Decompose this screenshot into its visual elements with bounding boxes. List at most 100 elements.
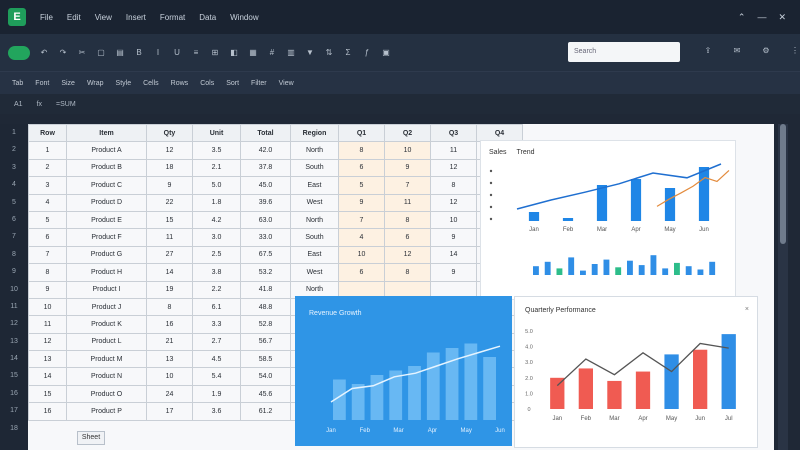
table-cell[interactable]: 15 — [28, 384, 67, 404]
ribbon2-cells[interactable]: Cells — [143, 79, 159, 87]
scrollbar-thumb[interactable] — [780, 124, 786, 244]
table-cell[interactable]: Product L — [66, 332, 147, 352]
table-cell[interactable]: 56.7 — [240, 332, 291, 352]
table-cell[interactable]: 58.5 — [240, 350, 291, 369]
table-cell[interactable]: 19 — [146, 280, 193, 299]
column-header[interactable]: Region — [290, 123, 339, 143]
table-cell[interactable]: 1.9 — [192, 384, 241, 404]
table-cell[interactable]: 6.1 — [192, 297, 241, 317]
table-cell[interactable]: 61.2 — [240, 402, 291, 421]
table-cell[interactable]: 12 — [28, 332, 67, 352]
table-cell[interactable]: North — [290, 141, 339, 160]
menu-view[interactable]: View — [94, 12, 112, 22]
table-cell[interactable]: 7 — [28, 245, 67, 265]
merge-icon[interactable]: ⊞ — [211, 48, 219, 57]
close-icon[interactable]: ✕ — [778, 11, 786, 22]
table-cell[interactable]: East — [290, 176, 339, 195]
table-cell[interactable]: Product D — [66, 193, 147, 212]
table-cell[interactable]: 37.8 — [240, 158, 291, 178]
ribbon2-cols[interactable]: Cols — [200, 79, 215, 87]
trend-chart[interactable]: Sales Trend Jan Feb Mar Apr May Jun — [480, 140, 736, 300]
row-header[interactable]: 13 — [10, 337, 18, 345]
table-cell[interactable]: 3.8 — [192, 263, 241, 282]
table-cell[interactable]: South — [290, 158, 339, 178]
table-cell[interactable]: 6 — [338, 158, 385, 178]
chart-icon[interactable]: ▥ — [287, 48, 295, 57]
row-header[interactable]: 15 — [10, 372, 18, 380]
table-cell[interactable]: 5.0 — [192, 176, 241, 195]
table-cell[interactable]: 7 — [384, 176, 431, 195]
italic-icon[interactable]: I — [156, 48, 160, 57]
table-cell[interactable]: 10 — [28, 297, 67, 317]
sheet-tab[interactable]: Sheet — [77, 431, 105, 445]
table-cell[interactable]: 5 — [338, 176, 385, 195]
table-cell[interactable]: 48.8 — [240, 297, 291, 317]
table-cell[interactable]: 8 — [384, 210, 431, 230]
table-cell[interactable]: 3.0 — [192, 228, 241, 247]
align-icon[interactable]: ≡ — [193, 48, 199, 57]
table-cell[interactable]: 8 — [384, 263, 431, 282]
table-cell[interactable]: North — [290, 210, 339, 230]
table-cell[interactable]: 41.8 — [240, 280, 291, 299]
settings-icon[interactable]: ⚙ — [762, 46, 770, 55]
table-cell[interactable]: 63.0 — [240, 210, 291, 230]
table-cell[interactable]: 53.2 — [240, 263, 291, 282]
row-header[interactable]: 17 — [10, 407, 18, 415]
table-cell[interactable]: Product C — [66, 176, 147, 195]
more-icon[interactable]: ⋮ — [791, 46, 799, 55]
sort-icon[interactable]: ⇅ — [325, 48, 333, 57]
paste-icon[interactable]: ▤ — [116, 48, 124, 57]
table-cell[interactable]: 8 — [430, 176, 477, 195]
table-cell[interactable]: 13 — [28, 350, 67, 369]
table-cell[interactable]: 14 — [430, 245, 477, 265]
table-cell[interactable]: Product O — [66, 384, 147, 404]
table-cell[interactable]: 45.6 — [240, 384, 291, 404]
table-cell[interactable]: 4 — [338, 228, 385, 247]
table-cell[interactable]: 2.2 — [192, 280, 241, 299]
table-cell[interactable]: 12 — [430, 158, 477, 178]
table-cell[interactable]: 12 — [430, 193, 477, 212]
performance-chart[interactable]: Quarterly Performance × 5.0 4.0 3.0 2.0 1.0 0… — [514, 296, 758, 448]
table-cell[interactable]: 7 — [338, 210, 385, 230]
table-cell[interactable]: 54.0 — [240, 367, 291, 386]
table-cell[interactable]: South — [290, 228, 339, 247]
table-cell[interactable]: 18 — [146, 158, 193, 178]
row-header[interactable]: 4 — [12, 181, 16, 189]
table-cell[interactable]: Product G — [66, 245, 147, 265]
table-cell[interactable]: 3.6 — [192, 402, 241, 421]
table-cell[interactable]: Product I — [66, 280, 147, 299]
table-cell[interactable]: 13 — [146, 350, 193, 369]
table-cell[interactable]: Product K — [66, 315, 147, 334]
ribbon2-sort[interactable]: Sort — [226, 79, 240, 87]
undo-icon[interactable]: ↶ — [40, 48, 48, 57]
column-header[interactable]: Q2 — [384, 123, 431, 143]
menu-file[interactable]: File — [40, 12, 53, 22]
table-cell[interactable]: 6 — [338, 263, 385, 282]
table-cell[interactable]: 3.3 — [192, 315, 241, 334]
table-cell[interactable]: Product H — [66, 263, 147, 282]
table-cell[interactable]: 9 — [146, 176, 193, 195]
menu-insert[interactable]: Insert — [125, 12, 146, 22]
table-cell[interactable]: 2.7 — [192, 332, 241, 352]
ribbon2-style[interactable]: Style — [115, 79, 132, 87]
chart-close-icon[interactable]: × — [744, 306, 749, 313]
table-cell[interactable]: 24 — [146, 384, 193, 404]
share-icon[interactable]: ⇪ — [704, 46, 712, 55]
table-cell[interactable]: Product M — [66, 350, 147, 369]
table-cell[interactable]: Product F — [66, 228, 147, 247]
table-cell[interactable]: East — [290, 245, 339, 265]
table-cell[interactable]: 4 — [28, 193, 67, 212]
ribbon2-view[interactable]: View — [278, 79, 294, 87]
toggle-pill-icon[interactable] — [8, 45, 30, 60]
table-cell[interactable]: 4.5 — [192, 350, 241, 369]
table-cell[interactable]: 22 — [146, 193, 193, 212]
copy-icon[interactable]: ▢ — [97, 48, 105, 57]
table-cell[interactable]: 12 — [146, 141, 193, 160]
cell-reference[interactable]: A1 — [14, 100, 23, 108]
table-cell[interactable]: 17 — [146, 402, 193, 421]
underline-icon[interactable]: U — [174, 48, 180, 57]
table-cell[interactable]: 2.1 — [192, 158, 241, 178]
table-cell[interactable]: 10 — [338, 245, 385, 265]
table-cell[interactable]: 10 — [384, 141, 431, 160]
row-header[interactable]: 16 — [10, 389, 18, 397]
